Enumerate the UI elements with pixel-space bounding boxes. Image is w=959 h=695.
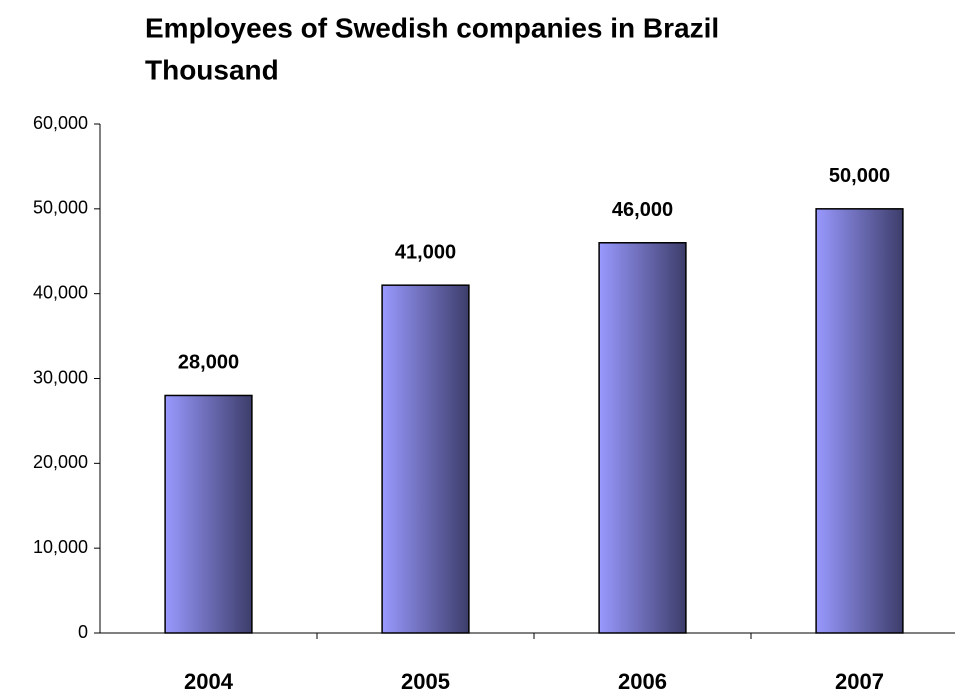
bar [164,394,253,634]
bar [815,208,904,634]
y-tick-label: 40,000 [33,282,88,302]
bar [381,284,470,634]
value-label: 41,000 [395,241,456,263]
y-tick-label: 30,000 [33,367,88,387]
value-label: 50,000 [829,165,890,187]
chart-title: Employees of Swedish companies in Brazil [145,12,719,43]
chart-subtitle: Thousand [145,54,279,85]
bar [598,242,687,634]
y-tick-label: 60,000 [33,113,88,133]
y-tick-label: 0 [78,622,88,642]
y-tick-label: 20,000 [33,452,88,472]
value-label: 46,000 [612,199,673,221]
value-label: 28,000 [178,352,239,374]
y-tick-label: 10,000 [33,537,88,557]
x-tick-label: 2004 [184,669,234,694]
y-tick-label: 50,000 [33,198,88,218]
x-tick-label: 2005 [401,669,450,694]
x-tick-label: 2006 [618,669,667,694]
x-tick-label: 2007 [835,669,884,694]
